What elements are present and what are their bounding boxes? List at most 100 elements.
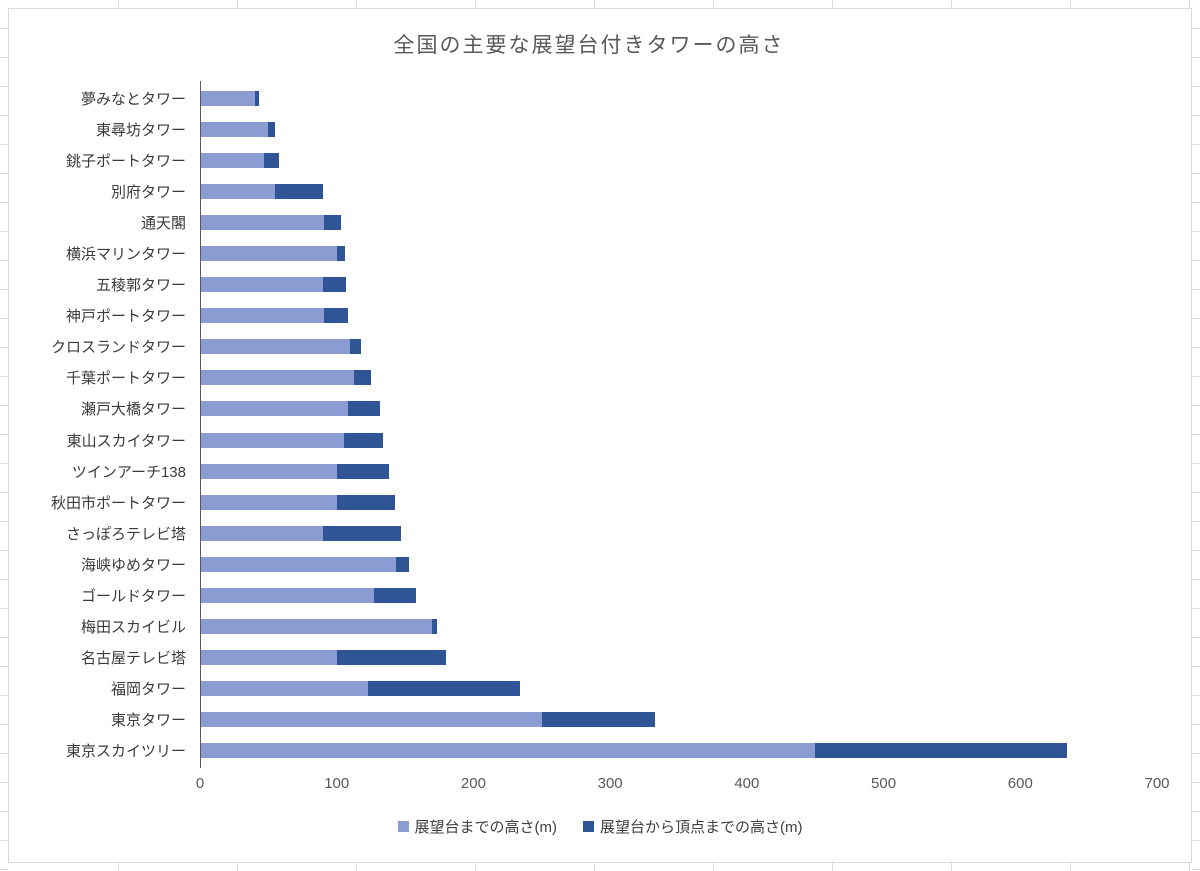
- category-label: 秋田市ポートタワー: [50, 494, 186, 512]
- plot-area: 夢みなとタワー東尋坊タワー銚子ポートタワー別府タワー通天閣横浜マリンタワー五稜郭…: [21, 81, 1157, 768]
- bar-segment-deck-height[interactable]: [200, 432, 344, 448]
- bar-segment-deck-height[interactable]: [200, 743, 816, 758]
- bar-segment-deck-height[interactable]: [200, 277, 324, 293]
- bar-segment-deck-to-top[interactable]: [268, 122, 276, 138]
- category-label: 銚子ポートタワー: [65, 153, 186, 171]
- bar-segment-deck-to-top[interactable]: [350, 339, 362, 355]
- category-label: 海峡ゆめタワー: [80, 556, 186, 574]
- category-label: 瀬戸大橋タワー: [80, 401, 186, 419]
- chart-row: 千葉ポートタワー: [21, 362, 1157, 393]
- bar-segment-deck-height[interactable]: [200, 618, 433, 634]
- bar-segment-deck-to-top[interactable]: [432, 618, 437, 634]
- bar-segment-deck-height[interactable]: [200, 370, 355, 386]
- bar-segment-deck-height[interactable]: [200, 339, 351, 355]
- chart-row: さっぽろテレビ塔: [21, 518, 1157, 549]
- gridline-stubs-right: [1192, 0, 1200, 871]
- bar-segment-deck-height[interactable]: [200, 587, 374, 603]
- bar-segment-deck-to-top[interactable]: [323, 525, 401, 541]
- bar-segment-deck-height[interactable]: [200, 184, 276, 200]
- category-label: 福岡タワー: [110, 680, 186, 698]
- legend-item[interactable]: 展望台までの高さ(m): [397, 816, 557, 837]
- chart-object[interactable]: 全国の主要な展望台付きタワーの高さ 夢みなとタワー 東尋坊タワー 銚子ポートタワー別…: [8, 8, 1192, 863]
- category-label: 梅田スカイビル: [80, 618, 186, 636]
- bar-segment-deck-height[interactable]: [200, 122, 269, 138]
- bar-track: [200, 215, 1157, 231]
- legend-swatch-icon: [583, 820, 594, 832]
- category-label: 東山スカイタワー: [66, 432, 186, 450]
- bar-segment-deck-height[interactable]: [200, 215, 325, 231]
- bar-segment-deck-to-top[interactable]: [347, 401, 381, 417]
- bar-segment-deck-to-top[interactable]: [354, 370, 371, 386]
- bar-track: [200, 277, 1157, 293]
- bar-track: [200, 680, 1157, 696]
- bar-segment-deck-to-top[interactable]: [324, 308, 348, 324]
- bar-track: [200, 246, 1157, 262]
- bar-track: [200, 556, 1157, 572]
- legend: 展望台までの高さ(m) 展望台から頂点までの高さ(m): [43, 810, 1157, 842]
- bar-segment-deck-to-top[interactable]: [541, 711, 656, 727]
- bar-segment-deck-to-top[interactable]: [336, 649, 447, 665]
- bar-track: [200, 711, 1157, 727]
- bar-segment-deck-to-top[interactable]: [373, 587, 416, 603]
- legend-label: 展望台から頂点までの高さ(m): [600, 818, 803, 836]
- bar-segment-deck-height[interactable]: [200, 463, 337, 479]
- bar-segment-deck-height[interactable]: [200, 649, 337, 665]
- bar-segment-deck-height[interactable]: [200, 246, 337, 262]
- legend-item[interactable]: 展望台から頂点までの高さ(m): [583, 816, 803, 837]
- bar-segment-deck-height[interactable]: [200, 153, 265, 169]
- bar-segment-deck-height[interactable]: [200, 680, 369, 696]
- chart-row: クロスランドタワー: [21, 331, 1157, 362]
- bar-track: [200, 401, 1157, 417]
- bar-segment-deck-height[interactable]: [200, 711, 542, 727]
- chart-row: 通天閣: [21, 207, 1157, 238]
- chart-row: ゴールドタワー: [21, 580, 1157, 611]
- bar-segment-deck-to-top[interactable]: [336, 494, 396, 510]
- bar-track: [200, 339, 1157, 355]
- chart-row: 海峡ゆめタワー: [21, 549, 1157, 580]
- bar-segment-deck-height[interactable]: [200, 494, 337, 510]
- category-label: 夢みなとタワー: [80, 91, 186, 109]
- bar-track: [200, 122, 1157, 138]
- chart-row: 横浜マリンタワー: [21, 238, 1157, 269]
- bar-track: [200, 184, 1157, 200]
- chart-row: 東尋坊タワー: [21, 114, 1157, 145]
- chart-row: 瀬戸大橋タワー: [21, 393, 1157, 424]
- bar-segment-deck-to-top[interactable]: [336, 246, 345, 262]
- bar-segment-deck-to-top[interactable]: [254, 91, 259, 107]
- category-label: 名古屋テレビ塔: [80, 649, 186, 667]
- bar-segment-deck-to-top[interactable]: [324, 215, 341, 231]
- bar-track: [200, 618, 1157, 634]
- bar-segment-deck-height[interactable]: [200, 525, 324, 541]
- bar-segment-deck-height[interactable]: [200, 91, 255, 107]
- category-label: 神戸ポートタワー: [65, 308, 186, 326]
- chart-row: 名古屋テレビ塔: [21, 642, 1157, 673]
- chart-row: 東山スカイタワー: [21, 425, 1157, 456]
- bar-segment-deck-height[interactable]: [200, 401, 348, 417]
- bar-segment-deck-to-top[interactable]: [343, 432, 384, 448]
- x-tick-label: 600: [1007, 775, 1033, 792]
- bar-track: [200, 649, 1157, 665]
- bar-segment-deck-to-top[interactable]: [336, 463, 389, 479]
- bar-track: [200, 153, 1157, 169]
- category-label: 通天閣: [140, 215, 186, 233]
- bar-segment-deck-height[interactable]: [200, 308, 325, 324]
- bar-segment-deck-to-top[interactable]: [815, 743, 1067, 758]
- chart-row: 東京タワー: [21, 704, 1157, 735]
- x-tick-label: 500: [871, 775, 897, 792]
- chart-row: 五稜郭タワー: [21, 269, 1157, 300]
- chart-row: 別府タワー: [21, 176, 1157, 207]
- bar-segment-deck-to-top[interactable]: [275, 184, 324, 200]
- x-axis: 0 100 200 300 400 500 600 700: [196, 766, 1170, 800]
- chart-row: 銚子ポートタワー: [21, 145, 1157, 176]
- gridline-stubs-bottom: [0, 863, 1200, 871]
- bar-segment-deck-height[interactable]: [200, 556, 396, 572]
- category-label: 五稜郭タワー: [95, 277, 186, 295]
- x-tick-label: 0: [195, 775, 205, 792]
- bar-segment-deck-to-top[interactable]: [368, 680, 520, 696]
- bar-segment-deck-to-top[interactable]: [323, 277, 347, 293]
- bar-track: [200, 308, 1157, 324]
- bar-segment-deck-to-top[interactable]: [264, 153, 280, 169]
- bar-track: [200, 91, 1157, 107]
- bar-segment-deck-to-top[interactable]: [395, 556, 410, 572]
- bar-track: [200, 463, 1157, 479]
